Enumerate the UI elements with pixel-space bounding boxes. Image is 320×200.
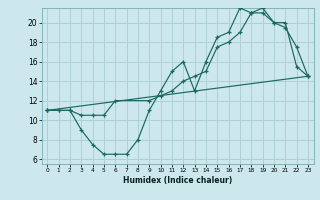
X-axis label: Humidex (Indice chaleur): Humidex (Indice chaleur): [123, 176, 232, 185]
